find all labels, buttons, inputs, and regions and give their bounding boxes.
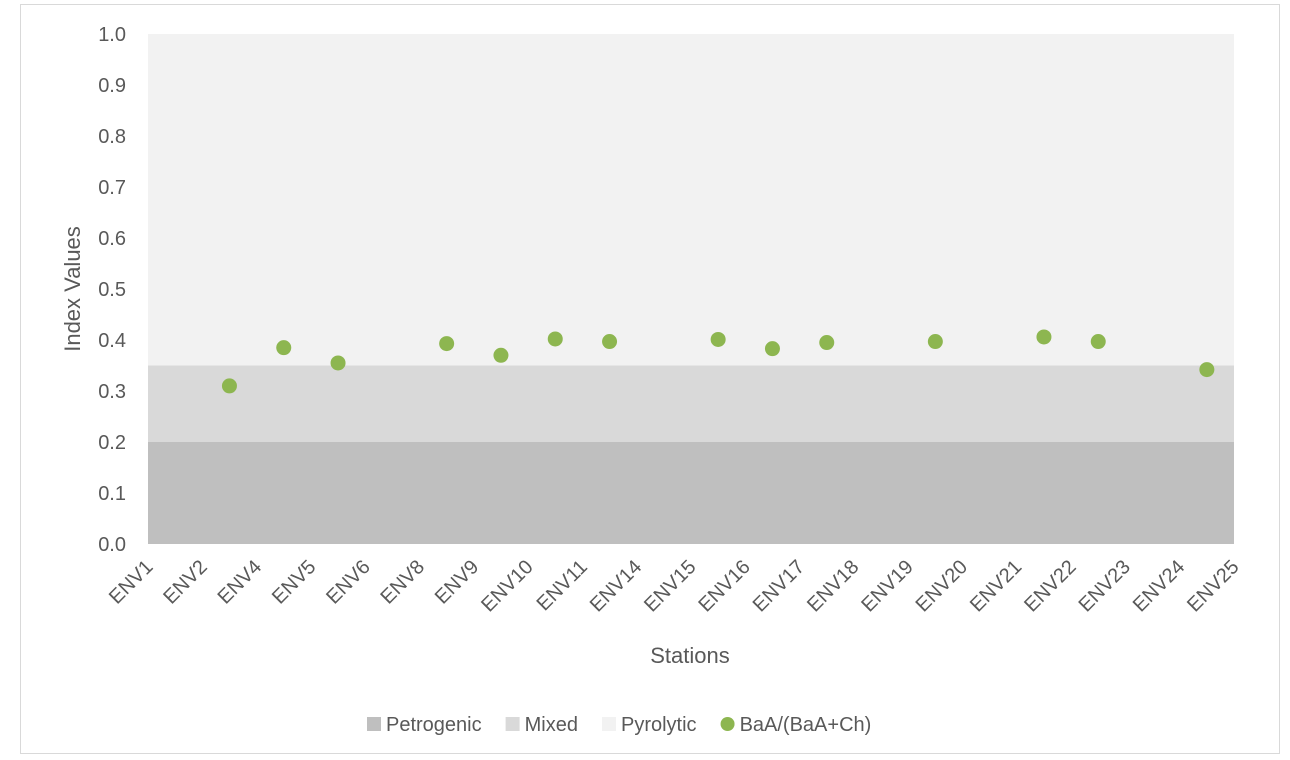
legend-label: Pyrolytic	[621, 714, 697, 736]
x-tick-label: ENV25	[1183, 556, 1243, 616]
y-tick-label: 0.0	[98, 534, 126, 556]
legend-marker	[505, 717, 520, 731]
legend-label: Petrogenic	[386, 714, 482, 736]
x-tick-label: ENV6	[322, 556, 375, 609]
x-axis-ticks: ENV1 ENV2 ENV4 ENV5 ENV6 ENV8 ENV9ENV10ENV11EN…	[105, 556, 1244, 616]
y-tick-label: 0.1	[98, 483, 126, 505]
data-point	[1090, 334, 1106, 350]
x-tick-label: ENV2	[159, 556, 212, 609]
legend: Petrogenic Mixed Pyrolytic BaA/(BaA+Ch)	[367, 714, 871, 736]
x-tick-label: ENV19	[857, 556, 917, 616]
x-tick-label: ENV4	[214, 556, 267, 609]
legend-label: Mixed	[525, 714, 578, 736]
legend-marker	[367, 717, 381, 731]
x-tick-label: ENV24	[1129, 556, 1189, 616]
x-tick-label: ENV23	[1075, 556, 1135, 616]
y-tick-label: 0.8	[98, 126, 126, 148]
x-tick-label: ENV9	[431, 556, 484, 609]
x-tick-label: ENV15	[640, 556, 700, 616]
x-tick-label: ENV11	[533, 556, 592, 615]
data-point	[764, 341, 780, 357]
y-tick-label: 0.4	[98, 330, 126, 352]
band-mixed	[148, 365, 1234, 442]
y-tick-label: 0.6	[98, 228, 126, 250]
legend-label: BaA/(BaA+Ch)	[740, 714, 872, 736]
legend-marker	[601, 717, 616, 731]
x-tick-label: ENV16	[694, 556, 754, 616]
data-point	[1036, 329, 1052, 345]
data-point	[602, 334, 618, 350]
data-point	[330, 355, 346, 371]
data-point	[221, 378, 237, 394]
y-tick-label: 0.2	[98, 432, 126, 454]
data-point	[1199, 362, 1215, 378]
x-tick-label: ENV20	[912, 556, 972, 616]
y-axis-ticks: 0.0 0.1 0.2 0.3 0.4 0.5 0.6 0.7 0.8 0.9 1.0	[98, 24, 126, 556]
y-tick-label: 0.5	[98, 279, 126, 301]
y-tick-label: 0.9	[98, 75, 126, 97]
data-points	[221, 329, 1215, 394]
data-point	[710, 331, 726, 347]
data-point	[493, 347, 509, 363]
x-tick-label: ENV22	[1020, 556, 1080, 616]
data-point	[547, 331, 563, 347]
x-tick-label: ENV1	[105, 556, 158, 609]
x-tick-label: ENV5	[268, 556, 321, 609]
x-tick-label: ENV10	[477, 556, 537, 616]
x-axis-title: Stations	[650, 643, 730, 668]
data-point	[819, 335, 835, 351]
y-axis-title: Index Values	[60, 226, 85, 352]
y-tick-label: 0.7	[98, 177, 126, 199]
band-pyrolytic	[148, 34, 1234, 366]
data-point	[276, 340, 292, 356]
x-tick-label: ENV18	[803, 556, 863, 616]
y-tick-label: 0.3	[98, 381, 126, 403]
legend-marker	[720, 717, 735, 731]
x-tick-label: ENV8	[377, 556, 430, 609]
x-tick-label: ENV17	[749, 556, 809, 616]
x-tick-label: ENV14	[586, 556, 646, 616]
x-tick-label: ENV21	[966, 556, 1026, 616]
data-point	[927, 334, 943, 350]
data-point	[439, 336, 455, 352]
bands-layer	[148, 34, 1234, 544]
y-tick-label: 1.0	[98, 24, 126, 46]
band-petrogenic	[148, 442, 1234, 544]
